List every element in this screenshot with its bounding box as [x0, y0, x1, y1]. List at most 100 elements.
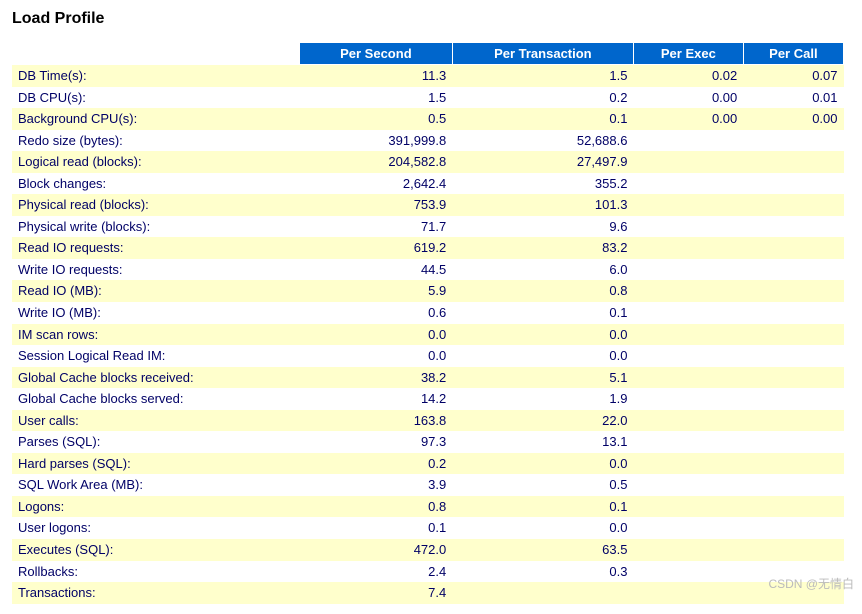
row-value-pc [743, 194, 843, 216]
table-body: DB Time(s):11.31.50.020.07DB CPU(s):1.50… [12, 65, 844, 604]
row-label: User logons: [12, 517, 300, 539]
table-row: Read IO (MB):5.90.8 [12, 280, 844, 302]
row-label: Physical write (blocks): [12, 216, 300, 238]
row-value-pt: 0.8 [452, 280, 633, 302]
row-value-pt: 9.6 [452, 216, 633, 238]
row-label: DB Time(s): [12, 65, 300, 87]
row-value-pe [633, 302, 743, 324]
row-value-pc [743, 345, 843, 367]
row-value-ps: 0.0 [300, 345, 453, 367]
row-label: DB CPU(s): [12, 87, 300, 109]
table-row: Session Logical Read IM:0.00.0 [12, 345, 844, 367]
row-value-pt: 1.5 [452, 65, 633, 87]
row-value-pe [633, 431, 743, 453]
row-value-pc [743, 130, 843, 152]
table-row: SQL Work Area (MB):3.90.5 [12, 474, 844, 496]
row-value-pe [633, 410, 743, 432]
row-value-pt: 6.0 [452, 259, 633, 281]
row-value-pt: 0.0 [452, 324, 633, 346]
load-profile-table: Per Second Per Transaction Per Exec Per … [12, 42, 844, 604]
row-value-ps: 2,642.4 [300, 173, 453, 195]
row-value-pc [743, 367, 843, 389]
row-value-ps: 71.7 [300, 216, 453, 238]
page-title: Load Profile [12, 10, 850, 28]
table-row: Read IO requests:619.283.2 [12, 237, 844, 259]
row-value-pe [633, 474, 743, 496]
row-value-pe [633, 237, 743, 259]
row-value-ps: 0.8 [300, 496, 453, 518]
table-row: Logons:0.80.1 [12, 496, 844, 518]
row-value-pt: 63.5 [452, 539, 633, 561]
row-value-pe [633, 582, 743, 604]
row-label: Physical read (blocks): [12, 194, 300, 216]
row-value-pt: 5.1 [452, 367, 633, 389]
row-value-pt: 52,688.6 [452, 130, 633, 152]
row-value-pt: 0.1 [452, 496, 633, 518]
row-value-pe [633, 130, 743, 152]
table-row: Executes (SQL):472.063.5 [12, 539, 844, 561]
row-value-pc [743, 517, 843, 539]
table-row: User logons:0.10.0 [12, 517, 844, 539]
table-row: Write IO requests:44.56.0 [12, 259, 844, 281]
row-value-ps: 0.1 [300, 517, 453, 539]
row-value-pt: 0.5 [452, 474, 633, 496]
row-value-ps: 97.3 [300, 431, 453, 453]
row-value-pt [452, 582, 633, 604]
row-label: Hard parses (SQL): [12, 453, 300, 475]
row-value-pe [633, 259, 743, 281]
row-value-ps: 0.0 [300, 324, 453, 346]
row-value-pc [743, 324, 843, 346]
row-value-ps: 619.2 [300, 237, 453, 259]
row-value-pt: 0.1 [452, 302, 633, 324]
table-row: Block changes:2,642.4355.2 [12, 173, 844, 195]
row-value-ps: 3.9 [300, 474, 453, 496]
row-label: Transactions: [12, 582, 300, 604]
row-value-pt: 355.2 [452, 173, 633, 195]
row-value-pt: 0.3 [452, 561, 633, 583]
row-value-ps: 2.4 [300, 561, 453, 583]
row-value-pt: 0.2 [452, 87, 633, 109]
row-label: Write IO requests: [12, 259, 300, 281]
table-row: Logical read (blocks):204,582.827,497.9 [12, 151, 844, 173]
row-value-pc [743, 410, 843, 432]
row-value-pt: 27,497.9 [452, 151, 633, 173]
row-value-pe [633, 280, 743, 302]
row-value-pt: 0.0 [452, 517, 633, 539]
row-value-pe [633, 517, 743, 539]
row-value-pc [743, 280, 843, 302]
row-value-ps: 7.4 [300, 582, 453, 604]
table-header-row: Per Second Per Transaction Per Exec Per … [12, 43, 844, 65]
row-value-ps: 11.3 [300, 65, 453, 87]
row-value-pc [743, 151, 843, 173]
row-value-pc: 0.07 [743, 65, 843, 87]
header-per-call: Per Call [743, 43, 843, 65]
row-value-pe [633, 151, 743, 173]
row-value-ps: 1.5 [300, 87, 453, 109]
row-value-pe [633, 496, 743, 518]
table-row: Write IO (MB):0.60.1 [12, 302, 844, 324]
row-value-pe [633, 194, 743, 216]
table-row: IM scan rows:0.00.0 [12, 324, 844, 346]
table-row: Physical write (blocks):71.79.6 [12, 216, 844, 238]
table-row: Rollbacks:2.40.3 [12, 561, 844, 583]
row-value-pt: 0.0 [452, 453, 633, 475]
row-value-pe: 0.00 [633, 87, 743, 109]
row-value-pe [633, 216, 743, 238]
row-value-ps: 14.2 [300, 388, 453, 410]
row-value-ps: 44.5 [300, 259, 453, 281]
row-label: Read IO (MB): [12, 280, 300, 302]
row-label: Executes (SQL): [12, 539, 300, 561]
row-label: Block changes: [12, 173, 300, 195]
row-value-pt: 13.1 [452, 431, 633, 453]
row-value-pt: 101.3 [452, 194, 633, 216]
row-value-pc [743, 237, 843, 259]
row-value-pe [633, 539, 743, 561]
row-value-ps: 204,582.8 [300, 151, 453, 173]
header-per-exec: Per Exec [633, 43, 743, 65]
row-value-pc [743, 474, 843, 496]
row-value-pt: 0.1 [452, 108, 633, 130]
row-label: Parses (SQL): [12, 431, 300, 453]
row-value-pc: 0.00 [743, 108, 843, 130]
row-label: Write IO (MB): [12, 302, 300, 324]
table-row: Background CPU(s):0.50.10.000.00 [12, 108, 844, 130]
